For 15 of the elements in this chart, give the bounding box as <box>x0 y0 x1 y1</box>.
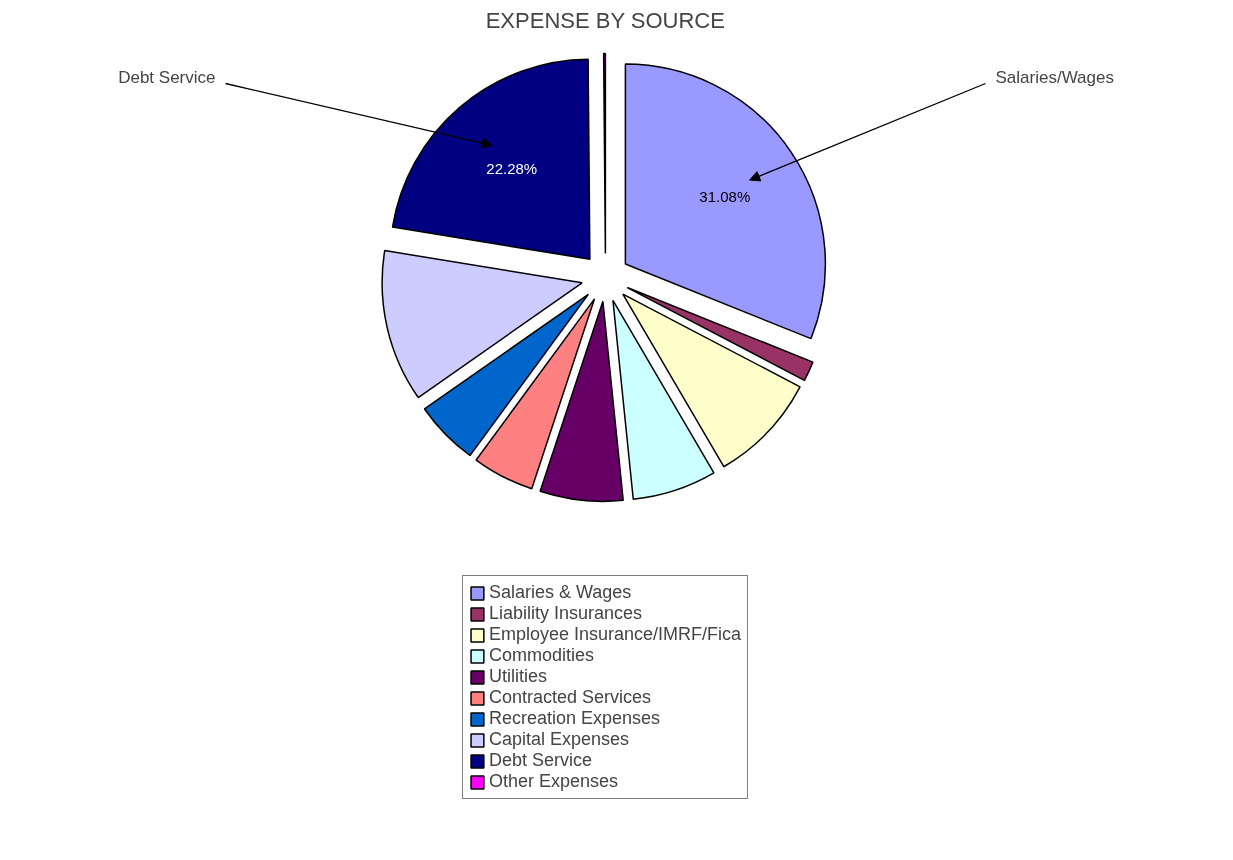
legend-label: Salaries & Wages <box>488 582 632 603</box>
legend-label: Utilities <box>488 666 547 687</box>
legend-label: Other Expenses <box>488 771 619 792</box>
legend-label: Contracted Services <box>488 687 652 708</box>
legend-label: Liability Insurances <box>488 603 643 624</box>
text: Debt Service <box>118 68 216 87</box>
data-label: 22.28% <box>486 159 538 177</box>
legend-label: Debt Service <box>488 750 592 771</box>
text: Salaries/Wages <box>995 68 1114 87</box>
data-label: 31.08% <box>699 188 751 206</box>
legend-label: Recreation Expenses <box>488 708 661 729</box>
chart-title: EXPENSE BY SOURCE <box>485 7 725 33</box>
legend-label: Capital Expenses <box>488 729 630 750</box>
legend-label: Employee Insurance/IMRF/Fica <box>488 624 742 645</box>
legend-label: Commodities <box>488 645 594 666</box>
